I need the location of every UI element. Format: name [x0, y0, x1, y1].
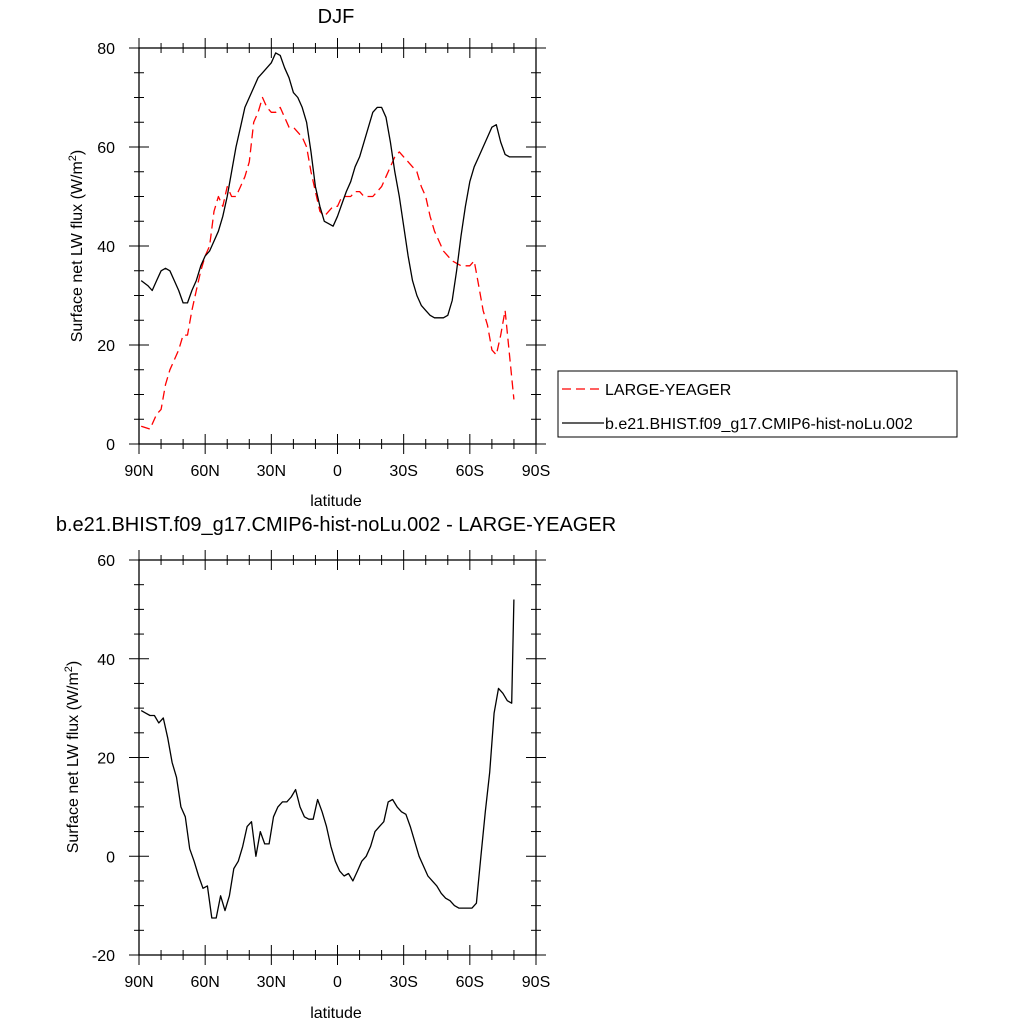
bottom-x-tick-label: 90S [522, 974, 550, 991]
top-x-tick-label: 30N [257, 463, 286, 480]
bottom-chart-xlabel: latitude [310, 1005, 362, 1022]
legend-label-hist-nolu: b.e21.BHIST.f09_g17.CMIP6-hist-noLu.002 [605, 416, 913, 433]
bottom-chart-series [140, 599, 515, 919]
top-y-tick-label: 0 [106, 437, 115, 454]
top-chart-series [140, 52, 532, 430]
legend-box [557, 370, 958, 438]
bottom-chart-title: b.e21.BHIST.f09_g17.CMIP6-hist-noLu.002 … [56, 514, 616, 536]
top-y-tick-label: 20 [97, 338, 115, 355]
bottom-chart-ylabel: Surface net LW flux (W/m2) [63, 661, 82, 854]
bottom-x-tick-label: 0 [333, 974, 342, 991]
top-y-tick-label: 60 [97, 140, 115, 157]
bottom-x-tick-label: 30N [257, 974, 286, 991]
top-chart-ylabel: Surface net LW flux (W/m2) [67, 150, 86, 343]
bottom-x-tick-label: 90N [124, 974, 153, 991]
top-series-line-large-yeager [140, 96, 515, 430]
top-chart-legend: LARGE-YEAGER b.e21.BHIST.f09_g17.CMIP6-h… [557, 370, 958, 438]
bottom-y-tick-label: 20 [97, 751, 115, 768]
top-x-tick-label: 30S [389, 463, 417, 480]
top-x-tick-label: 60S [456, 463, 484, 480]
bottom-chart-plot-frame [138, 559, 537, 956]
bottom-x-tick-label: 60S [456, 974, 484, 991]
top-y-tick-label: 40 [97, 239, 115, 256]
bottom-y-tick-label: 60 [97, 553, 115, 570]
top-chart-panel: DJF Surface net LW flux (W/m2) latitude … [67, 6, 550, 510]
bottom-chart-ticks [129, 550, 546, 965]
bottom-x-tick-label: 60N [190, 974, 219, 991]
top-chart-y-tick-labels: 0 20 40 60 80 [97, 41, 115, 454]
bottom-y-tick-label: 40 [97, 652, 115, 669]
bottom-series-line-difference [140, 599, 515, 919]
top-x-tick-label: 60N [190, 463, 219, 480]
top-chart-x-tick-labels: 90N 60N 30N 0 30S 60S 90S [124, 463, 550, 480]
top-y-tick-label: 80 [97, 41, 115, 58]
bottom-x-tick-label: 30S [389, 974, 417, 991]
top-chart-xlabel: latitude [310, 493, 362, 510]
top-chart-title: DJF [318, 6, 355, 28]
top-chart-plot-frame [138, 47, 537, 445]
legend-label-large-yeager: LARGE-YEAGER [605, 382, 731, 399]
top-x-tick-label: 90N [124, 463, 153, 480]
top-chart-ticks [129, 38, 546, 454]
bottom-y-tick-label: -20 [92, 948, 115, 965]
top-x-tick-label: 0 [333, 463, 342, 480]
top-x-tick-label: 90S [522, 463, 550, 480]
bottom-chart-panel: b.e21.BHIST.f09_g17.CMIP6-hist-noLu.002 … [56, 514, 616, 1022]
bottom-y-tick-label: 0 [106, 849, 115, 866]
top-series-line-b-e21-bhist-f09-g17-cmip6-hist-nolu-002 [140, 52, 532, 319]
bottom-chart-x-tick-labels: 90N 60N 30N 0 30S 60S 90S [124, 974, 550, 991]
bottom-chart-y-tick-labels: -20 0 20 40 60 [92, 553, 115, 965]
